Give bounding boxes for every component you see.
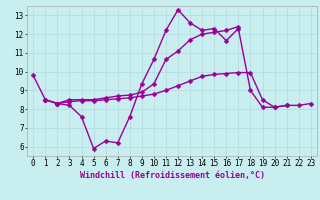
X-axis label: Windchill (Refroidissement éolien,°C): Windchill (Refroidissement éolien,°C) [79, 171, 265, 180]
